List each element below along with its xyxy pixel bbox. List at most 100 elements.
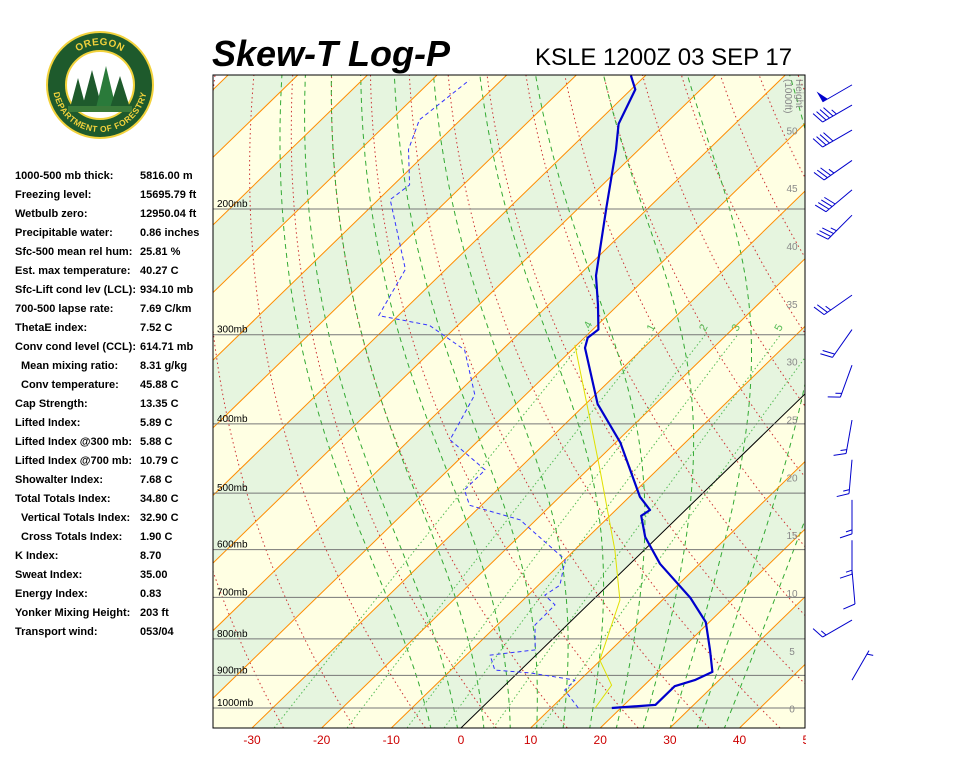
mixing-ratio-label: 3 <box>730 322 743 333</box>
index-label: Sfc-500 mean rel hum: <box>15 246 132 258</box>
index-value: 12950.04 ft <box>140 208 197 220</box>
barb-feather <box>823 132 834 142</box>
pressure-label: 600mb <box>217 540 248 551</box>
profile-line <box>574 344 621 709</box>
index-value: 25.81 % <box>140 246 181 258</box>
barb-feather <box>813 306 825 316</box>
dry-adiabat <box>486 75 805 685</box>
barb-feather <box>820 353 833 358</box>
index-value: 203 ft <box>140 607 169 619</box>
plot-frame <box>212 74 806 729</box>
dry-adiabat <box>642 75 805 407</box>
index-label: Lifted Index @700 mb: <box>15 455 132 467</box>
isotherm <box>213 75 438 294</box>
mixing-ratio-line <box>540 356 805 728</box>
index-label: Cap Strength: <box>15 398 88 410</box>
index-value: 45.88 C <box>140 379 179 391</box>
barb-half-feather <box>845 529 853 533</box>
index-value: 15695.79 ft <box>140 189 197 201</box>
wind-barb <box>833 419 853 456</box>
index-label: Transport wind: <box>15 626 98 638</box>
barb-feather <box>819 109 830 119</box>
wind-barb <box>820 329 853 358</box>
dry-adiabat <box>408 75 710 728</box>
index-value: 35.00 <box>140 569 168 581</box>
logo-tree <box>96 66 116 108</box>
barb-staff <box>825 189 853 213</box>
mixing-ratio-label: 2 <box>697 322 710 333</box>
index-value: 5.88 C <box>140 436 172 448</box>
moist-adiabat <box>603 75 695 728</box>
barb-feather <box>816 169 828 179</box>
moist-adiabat <box>433 75 569 728</box>
height-tick-label: 20 <box>786 473 798 484</box>
barb-staff <box>823 294 853 316</box>
barb-feather <box>821 199 833 207</box>
index-label: 1000-500 mb thick: <box>15 170 113 182</box>
height-tick-label: 10 <box>786 589 798 600</box>
x-tick-label: 20 <box>594 733 608 747</box>
wind-barb <box>813 294 853 316</box>
height-tick-label: 0 <box>789 705 795 716</box>
index-label: Total Totals Index: <box>15 493 111 505</box>
index-value: 10.79 C <box>140 455 179 467</box>
barb-staff <box>848 459 853 494</box>
barb-feather <box>812 138 823 148</box>
index-label: Mean mixing ratio: <box>21 360 118 372</box>
barb-staff <box>822 619 853 638</box>
barb-staff <box>827 214 853 240</box>
isotherm <box>213 75 508 361</box>
barb-staff <box>832 329 853 358</box>
x-tick-label: -30 <box>243 733 261 747</box>
dry-adiabat <box>370 75 639 728</box>
isotherm <box>213 122 805 699</box>
height-tick-label: 15 <box>786 531 798 542</box>
barb-feather <box>822 350 835 355</box>
moist-adiabat <box>696 75 805 728</box>
subtitle: KSLE 1200Z 03 SEP 17 <box>535 44 792 71</box>
index-label: Est. max temperature: <box>15 265 131 277</box>
logo-top-path: OREGON <box>74 37 126 54</box>
moist-adiabat <box>330 75 485 728</box>
index-value: 5.89 C <box>140 417 172 429</box>
barb-feather <box>816 136 827 146</box>
guide-lines: .4 1 2 3 5 8 <box>213 75 827 728</box>
height-tick-label: 40 <box>786 242 798 253</box>
moist-adiabat <box>535 75 646 728</box>
moist-adiabat <box>279 75 432 728</box>
barb-staff <box>845 419 853 454</box>
barb-feather <box>813 172 825 181</box>
x-tick-label: 30 <box>663 733 677 747</box>
barb-feather <box>814 204 827 213</box>
index-value: 8.70 <box>140 550 161 562</box>
logo-tree <box>82 70 102 108</box>
index-value: 0.86 inches <box>140 227 199 239</box>
index-value: 34.80 C <box>140 493 179 505</box>
index-label: 700-500 lapse rate: <box>15 303 113 315</box>
barb-half-feather <box>845 569 853 573</box>
wind-barb <box>827 365 853 398</box>
barb-feather <box>816 233 829 240</box>
index-value: 40.27 C <box>140 265 179 277</box>
height-axis-unit: (1000ft) <box>782 79 793 113</box>
barb-staff <box>822 84 853 103</box>
barb-feather <box>817 202 830 210</box>
pressure-label: 200mb <box>217 199 248 210</box>
mixing-ratio-label: 8 <box>814 322 827 333</box>
wind-barb <box>836 459 853 498</box>
barb-feather <box>839 533 853 539</box>
wind-barb <box>812 104 853 123</box>
isotherm <box>213 75 647 497</box>
barb-feather <box>836 493 850 498</box>
indices-panel: 1000-500 mb thick: 5816.00 m Freezing leve… <box>15 170 199 638</box>
barb-staff <box>823 160 853 181</box>
moist-adiabat <box>360 75 511 728</box>
barb-half-feather <box>820 630 827 636</box>
barb-staff <box>822 129 853 148</box>
moist-adiabat <box>479 75 605 728</box>
pressure-label: 300mb <box>217 325 248 336</box>
wind-barb <box>816 84 853 103</box>
index-label: ThetaE index: <box>15 322 87 334</box>
logo: OREGON DEPARTMENT OF FORESTRY <box>46 31 154 139</box>
